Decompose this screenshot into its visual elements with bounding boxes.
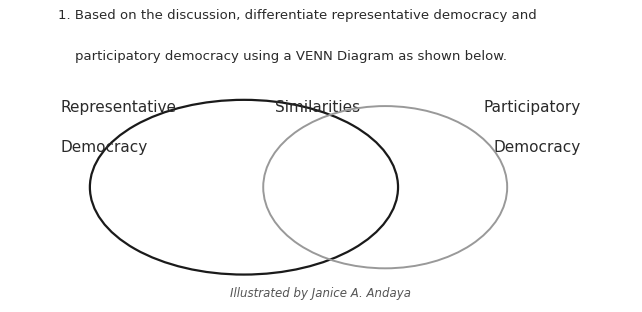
Text: Similarities: Similarities — [275, 100, 360, 115]
Text: 1. Based on the discussion, differentiate representative democracy and: 1. Based on the discussion, differentiat… — [58, 9, 537, 22]
Text: Democracy: Democracy — [61, 140, 148, 155]
Text: participatory democracy using a VENN Diagram as shown below.: participatory democracy using a VENN Dia… — [58, 50, 507, 63]
Text: Democracy: Democracy — [494, 140, 581, 155]
Text: Representative: Representative — [61, 100, 177, 115]
Text: Participatory: Participatory — [484, 100, 581, 115]
Text: Illustrated by Janice A. Andaya: Illustrated by Janice A. Andaya — [230, 286, 412, 300]
